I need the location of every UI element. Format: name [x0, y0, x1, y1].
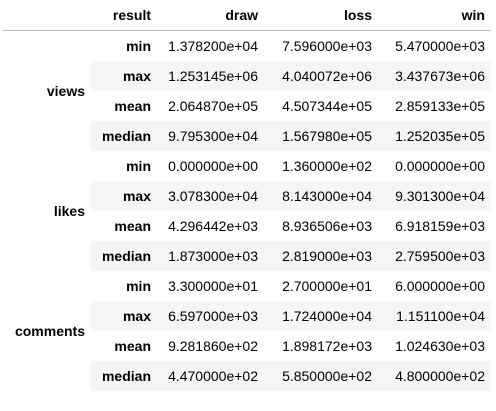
row-stat-label: max [91, 301, 157, 331]
table-cell: 4.507344e+05 [282, 98, 372, 114]
row-stat-label: min [126, 158, 151, 174]
row-stat-label: min [126, 38, 151, 54]
table-cell: 3.437673e+06 [378, 61, 491, 91]
column-header-win: win [378, 0, 491, 31]
table-cell: 2.859133e+05 [395, 98, 485, 114]
table-cell: 1.253145e+06 [157, 61, 264, 91]
columns-index-name: result [91, 0, 157, 31]
table-row: mean 2.064870e+05 4.507344e+05 2.859133e… [3, 91, 491, 121]
table-row: max 1.253145e+06 4.040072e+06 3.437673e+… [3, 61, 491, 91]
row-stat-label: median [91, 361, 157, 391]
table-cell: 1.873000e+03 [157, 241, 264, 271]
table-cell: 2.064870e+05 [168, 98, 258, 114]
table-cell: 3.078300e+04 [157, 181, 264, 211]
table-cell: 3.300000e+01 [168, 278, 258, 294]
table-cell: 8.143000e+04 [264, 181, 378, 211]
table-cell: 2.700000e+01 [282, 278, 372, 294]
row-group-label-comments: comments [14, 323, 85, 339]
table-cell: 9.795300e+04 [157, 121, 264, 151]
table-cell: 1.898172e+03 [282, 338, 372, 354]
table-cell: 1.724000e+04 [264, 301, 378, 331]
table-row: comments min 3.300000e+01 2.700000e+01 6… [3, 271, 491, 339]
table-row: median 4.470000e+02 5.850000e+02 4.80000… [3, 361, 491, 391]
row-stat-label: min [126, 278, 151, 294]
table-cell: 1.024630e+03 [395, 338, 485, 354]
table-cell: 1.151100e+04 [378, 301, 491, 331]
table-row: mean 4.296442e+03 8.936506e+03 6.918159e… [3, 211, 491, 241]
table-row: max 6.597000e+03 1.724000e+04 1.151100e+… [3, 301, 491, 331]
table-cell: 9.281860e+02 [168, 338, 258, 354]
column-header-draw: draw [157, 0, 264, 31]
table-cell: 8.936506e+03 [282, 218, 372, 234]
table-row: views min 1.378200e+04 7.596000e+03 5.47… [3, 31, 491, 99]
table-cell: 1.252035e+05 [378, 121, 491, 151]
row-stat-label: max [91, 61, 157, 91]
table-cell: 4.470000e+02 [157, 361, 264, 391]
row-stat-label: mean [114, 218, 151, 234]
table-row: median 9.795300e+04 1.567980e+05 1.25203… [3, 121, 491, 151]
table-cell: 4.296442e+03 [168, 218, 258, 234]
describe-table: result draw loss win views min 1.378200e… [3, 0, 491, 391]
table-cell: 0.000000e+00 [168, 158, 258, 174]
table-cell: 1.567980e+05 [264, 121, 378, 151]
table-cell: 5.470000e+03 [395, 38, 485, 54]
table-cell: 0.000000e+00 [395, 158, 485, 174]
table-row: median 1.873000e+03 2.819000e+03 2.75950… [3, 241, 491, 271]
table-row: likes min 0.000000e+00 1.360000e+02 0.00… [3, 151, 491, 219]
table-cell: 4.800000e+02 [378, 361, 491, 391]
table-row: mean 9.281860e+02 1.898172e+03 1.024630e… [3, 331, 491, 361]
table-cell: 1.360000e+02 [282, 158, 372, 174]
table-cell: 2.759500e+03 [378, 241, 491, 271]
table-cell: 2.819000e+03 [264, 241, 378, 271]
table-cell: 5.850000e+02 [264, 361, 378, 391]
table-cell: 9.301300e+04 [378, 181, 491, 211]
row-stat-label: median [91, 241, 157, 271]
table-cell: 6.918159e+03 [395, 218, 485, 234]
table-cell: 6.597000e+03 [157, 301, 264, 331]
table-row: max 3.078300e+04 8.143000e+04 9.301300e+… [3, 181, 491, 211]
table-cell: 1.378200e+04 [168, 38, 258, 54]
row-stat-label: max [91, 181, 157, 211]
table-cell: 6.000000e+00 [395, 278, 485, 294]
row-stat-label: mean [114, 98, 151, 114]
row-stat-label: median [91, 121, 157, 151]
column-header-loss: loss [264, 0, 378, 31]
table-cell: 4.040072e+06 [264, 61, 378, 91]
row-stat-label: mean [114, 338, 151, 354]
table-cell: 7.596000e+03 [282, 38, 372, 54]
row-group-label-likes: likes [53, 203, 85, 219]
row-group-label-views: views [46, 83, 85, 99]
header-row: result draw loss win [3, 0, 491, 31]
header-blank [3, 0, 91, 31]
